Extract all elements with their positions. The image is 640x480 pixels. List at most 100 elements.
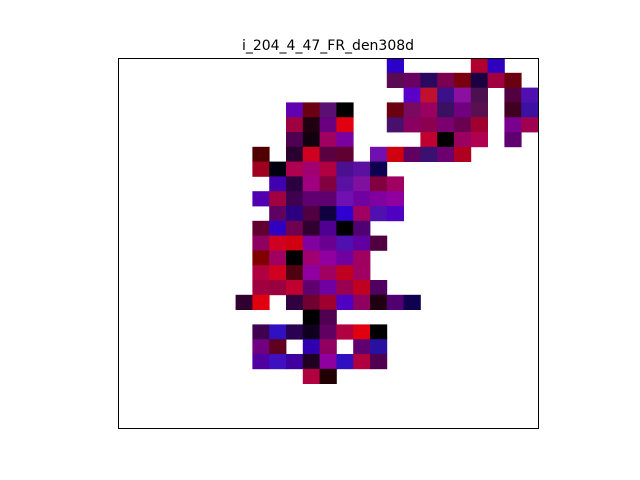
heatmap-cell [437,117,454,132]
heatmap-cell [286,295,303,310]
heatmap-cell [252,280,269,295]
heatmap-cell [320,191,337,206]
heatmap-cell [303,295,320,310]
heatmap-cell [404,147,421,162]
heatmap-cell [320,162,337,177]
heatmap-cell [269,324,286,339]
heatmap-cell [269,354,286,369]
heatmap-cell [387,176,404,191]
heatmap-cell [269,250,286,265]
heatmap-cell [420,73,437,88]
heatmap-cell [286,132,303,147]
heatmap-cell [303,250,320,265]
heatmap-cell [353,339,370,354]
heatmap-cell [336,132,353,147]
heatmap-cell [370,162,387,177]
heatmap-cell [420,88,437,103]
heatmap-cell [303,265,320,280]
heatmap-cell [236,295,253,310]
heatmap-cell [320,339,337,354]
heatmap-cell [488,73,505,88]
heatmap-cell [370,147,387,162]
heatmap-cell [336,147,353,162]
heatmap-cell [353,162,370,177]
heatmap-cell [320,236,337,251]
heatmap-cell [353,354,370,369]
heatmap-cell [320,310,337,325]
heatmap-cell [320,221,337,236]
heatmap-cell [252,236,269,251]
heatmap-cell [320,206,337,221]
heatmap-cell [303,236,320,251]
heatmap-cell [521,102,538,117]
heatmap-cell [320,295,337,310]
heatmap-cell [404,117,421,132]
heatmap-cell [353,324,370,339]
heatmap-cell [387,73,404,88]
heatmap-cell [336,280,353,295]
heatmap-cell [320,369,337,384]
heatmap-cell [269,339,286,354]
heatmap-cell [336,117,353,132]
heatmap-cell [303,162,320,177]
heatmap-cell [286,117,303,132]
heatmap-cell [286,280,303,295]
heatmap-cell [320,354,337,369]
heatmap-cell [420,147,437,162]
heatmap-cell [286,354,303,369]
heatmap-cell [454,88,471,103]
heatmap-cell [252,250,269,265]
heatmap-cell [504,88,521,103]
heatmap-cell [404,73,421,88]
heatmap-cell [387,295,404,310]
heatmap-cell [370,280,387,295]
heatmap-cell [303,132,320,147]
heatmap-cell [404,295,421,310]
heatmap-cell [437,147,454,162]
heatmap-cell [320,117,337,132]
heatmap-cell [336,324,353,339]
heatmap-cell [320,176,337,191]
heatmap-cell [488,58,505,73]
heatmap-cell [252,354,269,369]
heatmap-cell [370,295,387,310]
heatmap-cell [370,191,387,206]
heatmap-cell [336,162,353,177]
heatmap-cell [286,162,303,177]
heatmap-cell [437,132,454,147]
heatmap-cell [320,147,337,162]
heatmap-cell [303,369,320,384]
heatmap-cell [454,117,471,132]
heatmap-cell [336,221,353,236]
heatmap-cell [269,206,286,221]
heatmap-cell [303,206,320,221]
heatmap-cell [420,102,437,117]
heatmap-cell [521,117,538,132]
heatmap-cell [420,117,437,132]
heatmap-cell [303,324,320,339]
heatmap-cell [286,265,303,280]
heatmap-cell [286,206,303,221]
heatmap-cell [471,117,488,132]
heatmap-cell [252,324,269,339]
heatmap-cell [404,102,421,117]
heatmap-cell [286,102,303,117]
heatmap-cell [437,102,454,117]
heatmap-cell [286,176,303,191]
heatmap-cell [471,132,488,147]
heatmap-cell [269,162,286,177]
heatmap-cell [286,324,303,339]
heatmap-cell [370,236,387,251]
heatmap-cell [269,176,286,191]
heatmap-cell [320,324,337,339]
heatmap-cell [269,236,286,251]
heatmap-cell [521,88,538,103]
heatmap-cell [320,102,337,117]
heatmap-cell [504,132,521,147]
heatmap-cell [320,265,337,280]
heatmap-cell [303,102,320,117]
heatmap-cell [303,117,320,132]
heatmap-cell [454,102,471,117]
heatmap-cell [286,147,303,162]
